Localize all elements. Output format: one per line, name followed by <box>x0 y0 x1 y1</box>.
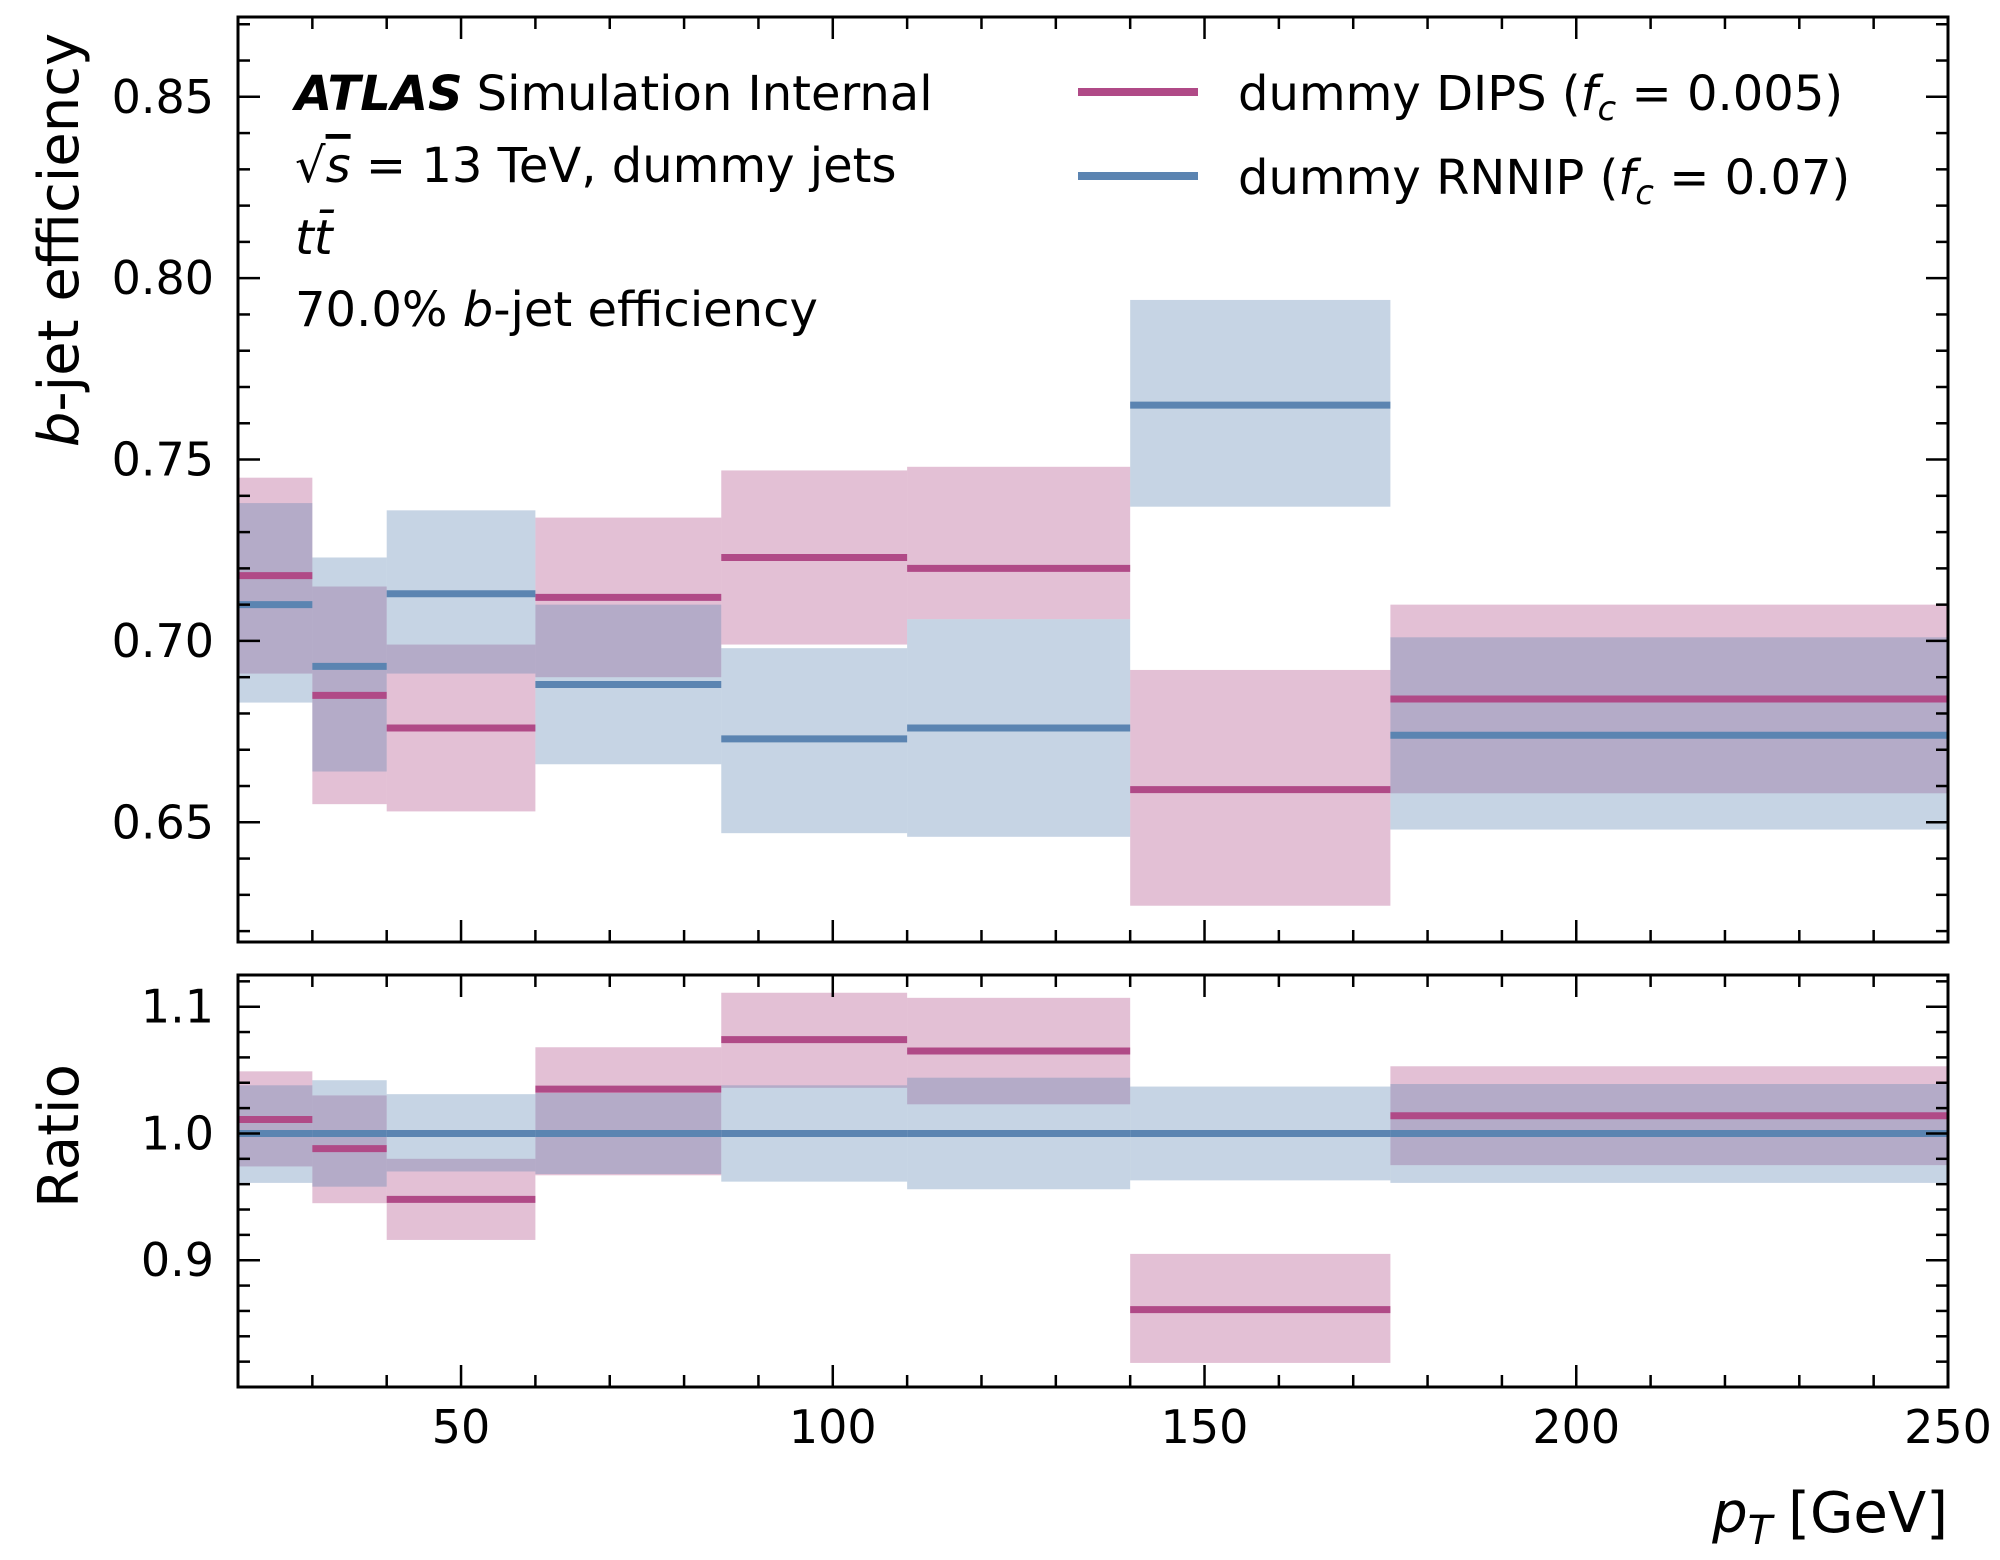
ratio-axes-frame <box>236 973 1950 1389</box>
x-tick-label: 150 <box>1161 1400 1249 1454</box>
x-tick-label: 50 <box>432 1400 491 1454</box>
top-y-tick-label: 0.65 <box>112 795 214 849</box>
top-y-tick-label: 0.75 <box>112 433 214 487</box>
top-y-tick-label: 0.70 <box>112 614 214 668</box>
x-tick-label: 100 <box>789 1400 877 1454</box>
x-tick-label: 250 <box>1904 1400 1992 1454</box>
y-axis-label-top: b-jet efficiency <box>27 33 92 447</box>
top-efficiency-panel: 0.65 0.70 0.75 0.80 0.85 <box>112 15 1950 944</box>
legend-label-rnnip: dummy RNNIP (fc = 0.07) <box>1238 150 1850 213</box>
top-dips-band <box>907 466 1131 620</box>
energy-label: √s = 13 TeV, dummy jets <box>295 138 897 194</box>
ratio-y-tick-label: 1.1 <box>141 980 214 1034</box>
ratio-dips-band <box>535 1047 722 1176</box>
top-axes-frame <box>236 15 1950 944</box>
x-axis-label: pT [GeV] <box>1711 1481 1948 1554</box>
working-point-label: 70.0% b-jet efficiency <box>295 282 818 338</box>
legend: dummy DIPS (fc = 0.005) dummy RNNIP (fc … <box>1078 66 1850 213</box>
x-tick-label: 200 <box>1532 1400 1620 1454</box>
sample-label: tt̄ <box>295 209 335 266</box>
atlas-label: ATLAS Simulation Internal <box>291 66 933 122</box>
ratio-y-tick-label: 1.0 <box>141 1106 214 1160</box>
legend-label-dips: dummy DIPS (fc = 0.005) <box>1238 66 1843 129</box>
top-y-tick-label: 0.85 <box>112 70 214 124</box>
y-axis-label-ratio: Ratio <box>27 1064 92 1208</box>
ratio-y-tick-label: 0.9 <box>141 1233 214 1287</box>
top-y-tick-label: 0.80 <box>112 251 214 305</box>
ratio-panel: 0.9 1.0 1.1 50 100 150 200 250 <box>141 973 1992 1454</box>
